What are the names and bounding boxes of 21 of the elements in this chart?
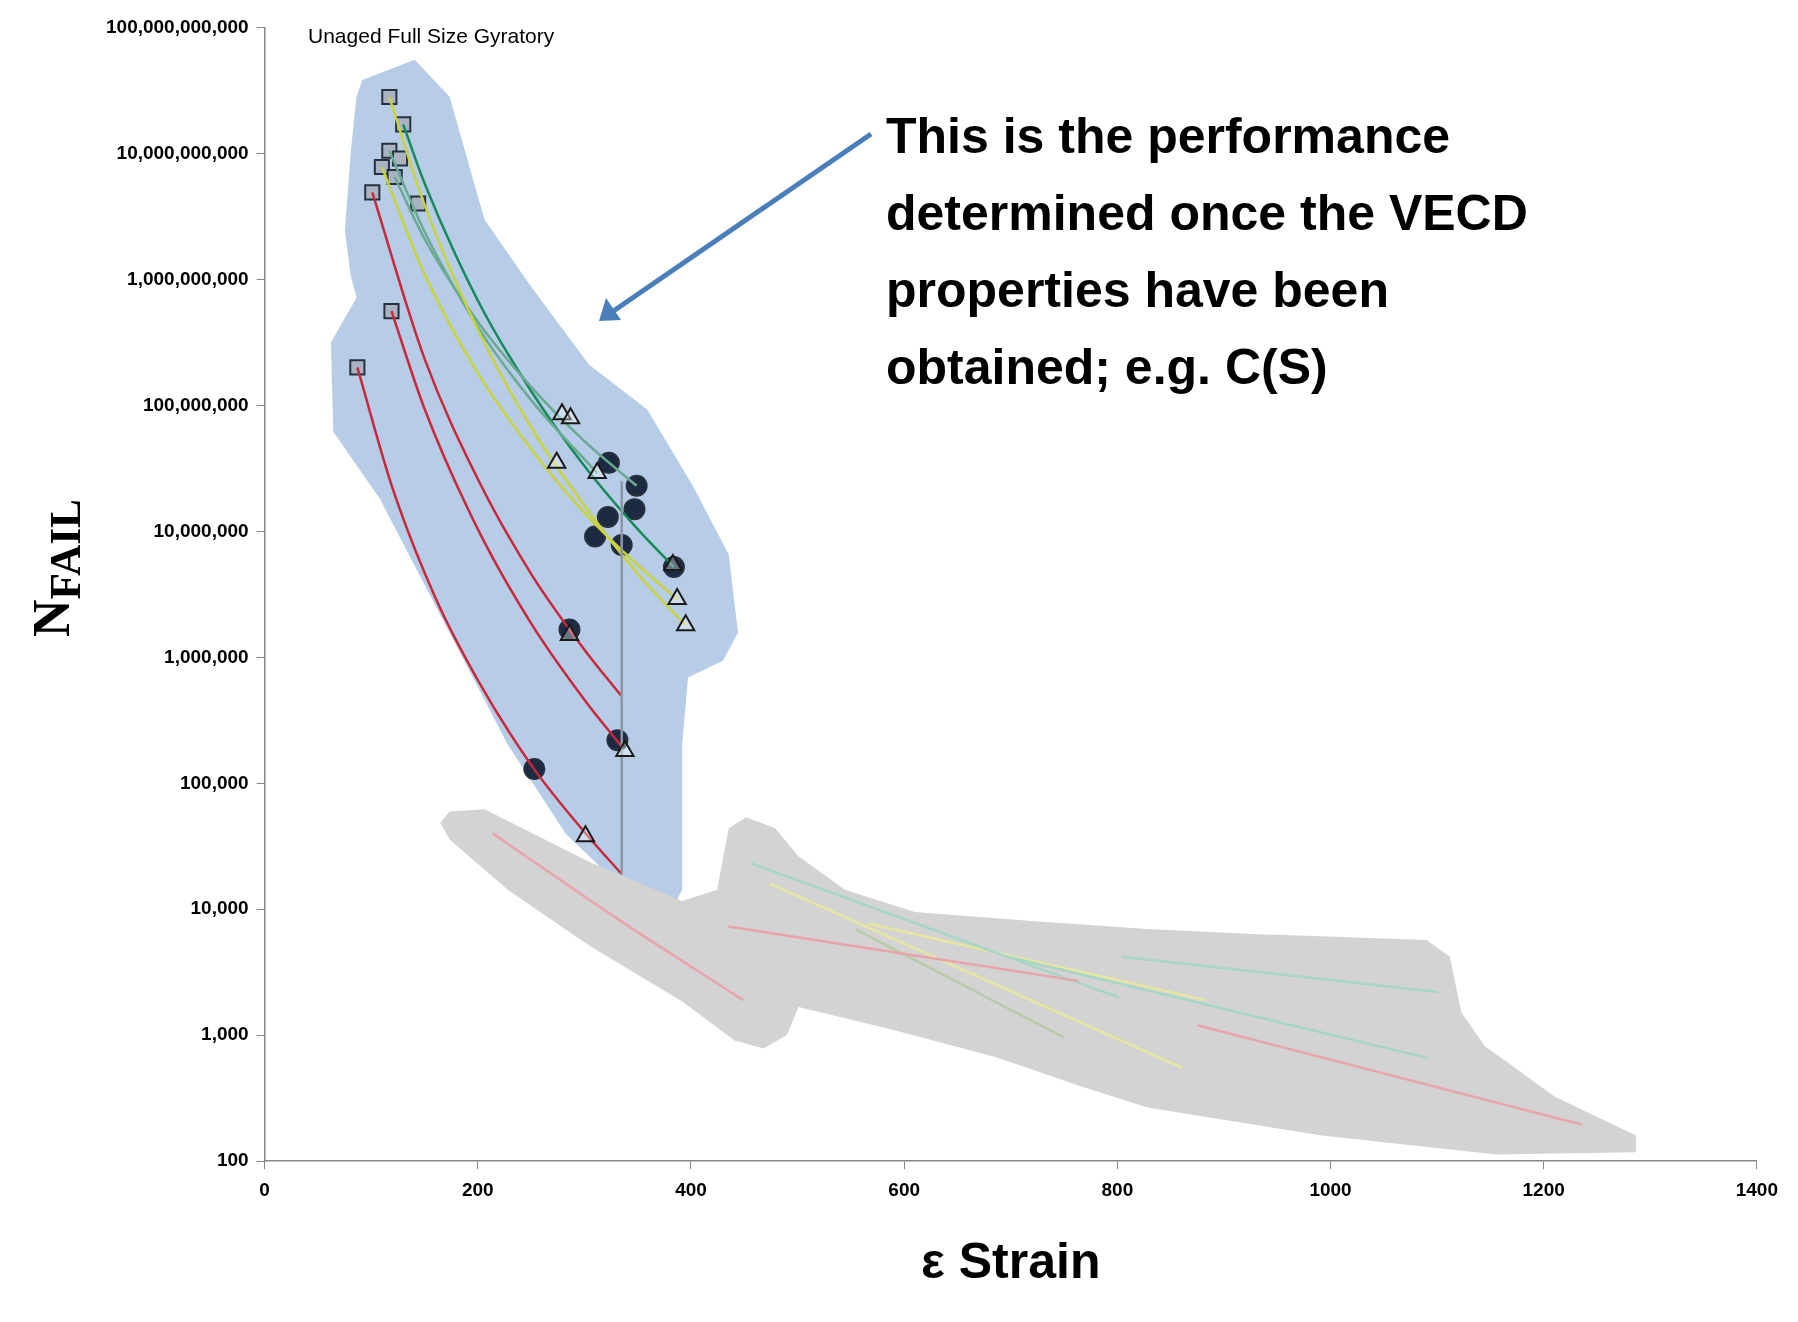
- x-tick-label: 0: [259, 1178, 270, 1200]
- annotation: Unaged Full Size Gyratory: [308, 24, 555, 48]
- y-tick-label: 10,000: [190, 897, 249, 919]
- x-tick-label: 200: [461, 1178, 494, 1200]
- y-tick-label: 100,000,000: [142, 393, 249, 415]
- y-tick-label: 1,000,000: [164, 645, 249, 667]
- y-tick-label: 1,000: [201, 1023, 249, 1045]
- x-tick-label: 400: [675, 1178, 707, 1200]
- x-tick-label: 800: [1101, 1178, 1134, 1200]
- y-tick-label: 10,000,000: [153, 519, 249, 541]
- y-tick-label: 100,000: [179, 771, 249, 793]
- x-tick-label: 1000: [1309, 1178, 1352, 1200]
- annotation: This is the performance determined once the VECD properties have been obtained; e.g. C(S): [886, 107, 1529, 397]
- x-tick-label: 1200: [1522, 1178, 1565, 1200]
- y-tick-label: 100: [216, 1149, 249, 1171]
- y-tick-label: 100,000,000,000: [106, 15, 249, 37]
- x-tick-label: 1400: [1735, 1178, 1779, 1200]
- x-axis-title: ε Strain: [921, 1232, 1101, 1289]
- y-tick-label: 10,000,000,000: [116, 141, 249, 163]
- y-tick-label: 1,000,000,000: [127, 267, 249, 289]
- x-tick-label: 600: [888, 1178, 921, 1200]
